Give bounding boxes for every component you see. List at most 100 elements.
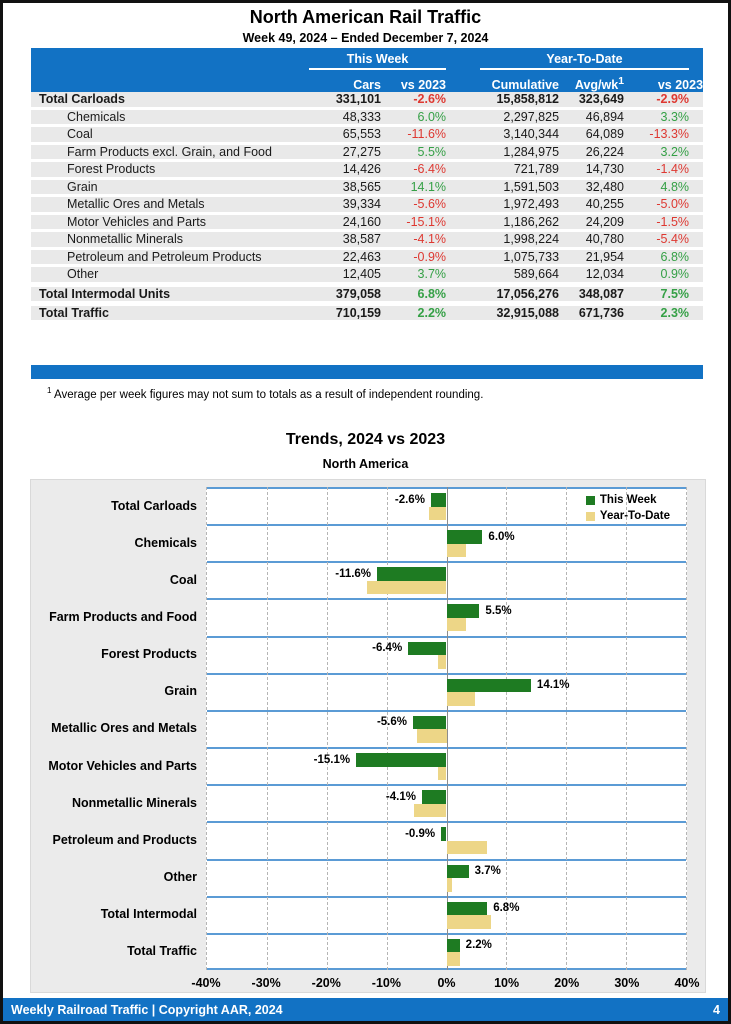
this-week-vs2023-value: 2.2% bbox=[381, 303, 447, 323]
row-name: Total Intermodal Units bbox=[31, 284, 281, 304]
this-week-bar bbox=[446, 901, 488, 916]
cumulative-value: 1,972,493 bbox=[446, 197, 560, 215]
x-tick-label: 20% bbox=[554, 976, 580, 990]
cumulative-value: 15,858,812 bbox=[446, 92, 560, 110]
footer-bar: Weekly Railroad Traffic | Copyright AAR,… bbox=[3, 998, 728, 1021]
cumulative-value: 589,664 bbox=[446, 267, 560, 285]
category-label: Petroleum and Products bbox=[52, 832, 197, 847]
avg-per-week-value: 32,480 bbox=[559, 179, 625, 197]
cumulative-value: 32,915,088 bbox=[446, 303, 560, 323]
legend-item: Year-To-Date bbox=[585, 508, 670, 524]
this-week-bar bbox=[446, 530, 483, 544]
year-to-date-bar bbox=[446, 543, 467, 558]
ytd-vs2023-value: -1.4% bbox=[624, 162, 704, 180]
plot-area: This Week Year-To-Date -2.6% 6.0% -11.6% 5.5… bbox=[206, 487, 687, 970]
trends-bar-chart: Total Carloads Chemicals Coal Farm Products… bbox=[30, 479, 706, 993]
bar-value-label: 14.1% bbox=[536, 679, 570, 692]
cumulative-value: 1,284,975 bbox=[446, 144, 560, 162]
col-header-cumulative: Cumulative bbox=[446, 70, 560, 92]
bar-value-label: -4.1% bbox=[385, 790, 416, 803]
cars-value: 65,553 bbox=[281, 127, 381, 145]
chart-legend: This Week Year-To-Date bbox=[585, 492, 670, 524]
this-week-vs2023-value: 14.1% bbox=[381, 179, 447, 197]
year-to-date-bar bbox=[446, 952, 461, 966]
avg-per-week-value: 348,087 bbox=[559, 284, 625, 304]
bar-value-label: -15.1% bbox=[313, 753, 351, 766]
avg-per-week-value: 671,736 bbox=[559, 303, 625, 323]
category-label: Total Intermodal bbox=[100, 907, 197, 922]
table-row: Total Carloads 331,101 -2.6% 15,858,812 323,… bbox=[31, 92, 704, 110]
x-tick-label: -30% bbox=[251, 976, 281, 990]
category-label: Motor Vehicles and Parts bbox=[48, 758, 197, 773]
bar-value-label: 6.8% bbox=[493, 902, 520, 915]
cumulative-value: 17,056,276 bbox=[446, 284, 560, 304]
gridline bbox=[506, 487, 508, 970]
table-body: Total Carloads 331,101 -2.6% 15,858,812 323,… bbox=[31, 92, 704, 323]
row-name: Total Carloads bbox=[31, 92, 281, 110]
ytd-vs2023-value: -5.0% bbox=[624, 197, 704, 215]
ytd-vs2023-value: 6.8% bbox=[624, 249, 704, 267]
bar-value-label: 5.5% bbox=[485, 604, 512, 617]
this-week-vs2023-value: 6.0% bbox=[381, 109, 447, 127]
this-week-bar bbox=[441, 827, 447, 841]
avgwk-footnote-marker: 1 bbox=[618, 75, 625, 87]
year-to-date-bar bbox=[446, 840, 488, 855]
gridline bbox=[566, 487, 568, 970]
cars-value: 38,565 bbox=[281, 179, 381, 197]
year-to-date-bar bbox=[414, 803, 447, 818]
category-label: Total Carloads bbox=[111, 498, 197, 513]
x-tick-label: 40% bbox=[674, 976, 700, 990]
table-row: Other 12,405 3.7% 589,664 12,034 0.9% bbox=[31, 267, 704, 285]
cumulative-value: 1,591,503 bbox=[446, 179, 560, 197]
cars-value: 27,275 bbox=[281, 144, 381, 162]
bar-value-label: -11.6% bbox=[335, 567, 372, 580]
avg-per-week-value: 12,034 bbox=[559, 267, 625, 285]
year-to-date-bar bbox=[437, 766, 447, 781]
this-week-vs2023-value: -15.1% bbox=[381, 214, 447, 232]
year-to-date-bar bbox=[438, 655, 447, 669]
page-number: 4 bbox=[713, 1002, 720, 1017]
col-header-tw-vs2023: vs 2023 bbox=[381, 70, 447, 92]
x-tick-label: 10% bbox=[494, 976, 520, 990]
table-row: Petroleum and Petroleum Products 22,463 -0… bbox=[31, 249, 704, 267]
ytd-vs2023-value: 3.3% bbox=[624, 109, 704, 127]
group-header-this-week: This Week bbox=[281, 48, 447, 70]
cars-value: 710,159 bbox=[281, 303, 381, 323]
legend-swatch-icon bbox=[585, 495, 595, 505]
category-label: Forest Products bbox=[101, 647, 197, 662]
row-name: Coal bbox=[31, 127, 281, 145]
row-name: Forest Products bbox=[31, 162, 281, 180]
cars-value: 22,463 bbox=[281, 249, 381, 267]
footer-title: Weekly Railroad Traffic | Copyright AAR,… bbox=[11, 1002, 283, 1017]
category-label: Grain bbox=[164, 684, 197, 699]
ytd-vs2023-value: 2.3% bbox=[624, 303, 704, 323]
bar-value-label: 2.2% bbox=[465, 939, 492, 952]
avg-per-week-value: 323,649 bbox=[559, 92, 625, 110]
table-row: Nonmetallic Minerals 38,587 -4.1% 1,998,224… bbox=[31, 232, 704, 250]
cars-value: 12,405 bbox=[281, 267, 381, 285]
this-week-vs2023-value: -2.6% bbox=[381, 92, 447, 110]
this-week-bar bbox=[356, 753, 447, 767]
cumulative-value: 1,075,733 bbox=[446, 249, 560, 267]
avg-per-week-value: 64,089 bbox=[559, 127, 625, 145]
category-label: Farm Products and Food bbox=[49, 610, 197, 625]
year-to-date-bar bbox=[429, 506, 447, 520]
year-to-date-bar bbox=[416, 729, 447, 743]
row-name: Petroleum and Petroleum Products bbox=[31, 249, 281, 267]
category-label: Coal bbox=[169, 572, 197, 587]
chart-title: Trends, 2024 vs 2023 bbox=[285, 431, 446, 448]
footnote-marker: 1 bbox=[47, 386, 52, 395]
row-name: Grain bbox=[31, 179, 281, 197]
table-row: Forest Products 14,426 -6.4% 721,789 14,730-… bbox=[31, 162, 704, 180]
gridline bbox=[266, 487, 268, 970]
this-week-vs2023-value: -0.9% bbox=[381, 249, 447, 267]
category-label: Metallic Ores and Metals bbox=[51, 721, 197, 736]
cumulative-value: 1,186,262 bbox=[446, 214, 560, 232]
this-week-bar bbox=[446, 938, 460, 953]
ytd-vs2023-value: -2.9% bbox=[624, 92, 704, 110]
year-to-date-bar bbox=[446, 692, 476, 706]
table-row: Farm Products excl. Grain, and Food 27,27… bbox=[31, 144, 704, 162]
table-row: Total Intermodal Units 379,058 6.8% 17,056,… bbox=[31, 284, 704, 304]
ytd-vs2023-value: -13.3% bbox=[624, 127, 704, 145]
this-week-bar bbox=[408, 641, 447, 656]
